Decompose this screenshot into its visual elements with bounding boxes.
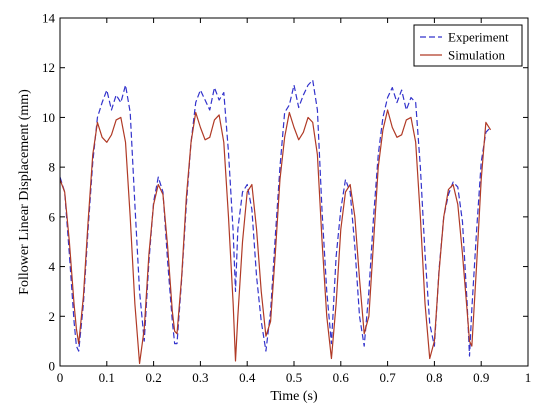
y-tick-label: 2	[49, 309, 56, 324]
x-tick-label: 0.7	[379, 370, 396, 385]
x-tick-label: 0.4	[239, 370, 256, 385]
x-tick-label: 0.8	[426, 370, 442, 385]
y-tick-label: 12	[42, 60, 55, 75]
x-tick-label: 0.2	[145, 370, 161, 385]
x-tick-label: 0.3	[192, 370, 208, 385]
y-axis-title: Follower Linear Displacement (mm)	[17, 89, 32, 295]
legend: Experiment Simulation	[413, 24, 523, 67]
legend-label-simulation: Simulation	[448, 48, 506, 63]
x-tick-label: 1	[525, 370, 532, 385]
x-axis-ticks: 0 0.1 0.2 0.3 0.4 0.5 0.6 0.7 0.8 0.9 1	[57, 18, 532, 385]
series-line-simulation	[59, 109, 492, 365]
series-line-experiment	[59, 79, 491, 357]
series-group	[59, 79, 492, 365]
y-tick-label: 4	[49, 259, 56, 274]
x-tick-label: 0	[57, 370, 64, 385]
x-axis-title: Time (s)	[270, 389, 318, 404]
legend-box	[413, 24, 523, 67]
y-axis-ticks: 0 2 4 6 8 10 12 14	[42, 11, 528, 374]
x-tick-label: 0.1	[99, 370, 115, 385]
x-tick-label: 0.6	[333, 370, 350, 385]
legend-label-experiment: Experiment	[448, 30, 509, 45]
y-tick-label: 0	[49, 359, 56, 374]
x-tick-label: 0.5	[286, 370, 302, 385]
y-tick-label: 6	[49, 209, 56, 224]
y-tick-label: 8	[49, 160, 56, 175]
y-tick-label: 14	[42, 11, 56, 26]
y-tick-label: 10	[42, 110, 55, 125]
x-tick-label: 0.9	[473, 370, 489, 385]
